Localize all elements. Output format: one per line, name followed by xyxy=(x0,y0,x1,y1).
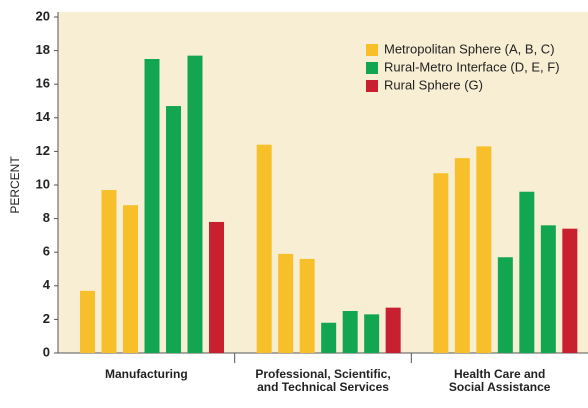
y-tick-label: 8 xyxy=(43,210,50,225)
legend-label: Rural Sphere (G) xyxy=(384,77,483,92)
bar xyxy=(101,190,117,353)
bar xyxy=(321,322,337,353)
y-tick-label: 10 xyxy=(36,176,50,191)
legend-swatch xyxy=(366,62,378,74)
bar xyxy=(497,257,513,353)
bar xyxy=(278,253,294,353)
legend-swatch xyxy=(366,44,378,56)
y-tick-label: 0 xyxy=(43,344,50,359)
bar xyxy=(256,144,272,353)
x-tick-label: Manufacturing xyxy=(105,367,188,381)
bar xyxy=(299,258,315,353)
y-tick-label: 12 xyxy=(36,143,50,158)
y-tick-label: 14 xyxy=(36,109,51,124)
bar xyxy=(364,314,380,353)
y-tick-label: 16 xyxy=(36,76,50,91)
y-tick-label: 20 xyxy=(36,8,50,23)
bar xyxy=(80,290,95,353)
y-tick-label: 18 xyxy=(36,42,50,57)
legend-label: Metropolitan Sphere (A, B, C) xyxy=(384,41,555,56)
y-tick-label: 6 xyxy=(43,244,50,259)
legend-label: Rural-Metro Interface (D, E, F) xyxy=(384,59,560,74)
x-tick-label: and Technical Services xyxy=(257,380,389,394)
bar xyxy=(166,106,181,353)
y-tick-label: 2 xyxy=(43,311,50,326)
bar xyxy=(123,205,138,353)
y-axis-label: PERCENT xyxy=(8,156,22,214)
bar xyxy=(540,225,556,353)
legend-swatch xyxy=(366,80,378,92)
bar xyxy=(209,221,224,353)
x-tick-label: Professional, Scientific, xyxy=(255,367,390,381)
bar xyxy=(342,311,358,353)
x-tick-label: Health Care and xyxy=(454,367,545,381)
bar xyxy=(144,59,160,353)
bar xyxy=(519,191,535,353)
x-tick-label: Social Assistance xyxy=(449,380,551,394)
bar xyxy=(562,228,578,353)
bar xyxy=(454,158,470,353)
bar xyxy=(385,307,401,353)
y-tick-label: 4 xyxy=(43,277,51,292)
bar xyxy=(433,173,449,353)
bar xyxy=(187,55,203,353)
bar xyxy=(476,146,492,353)
